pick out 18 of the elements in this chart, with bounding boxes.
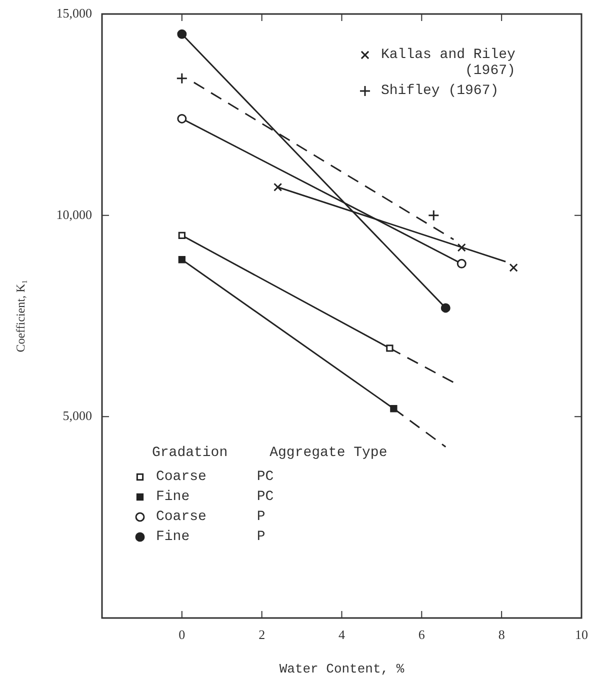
y-tick-label: 15,000 [56, 5, 92, 20]
x-axis-title: Water Content, % [279, 662, 404, 677]
x-tick-label: 6 [418, 627, 426, 642]
y-axis-title: Coefficient, K₁ [13, 280, 28, 352]
legend-label: Fine PC [156, 489, 274, 505]
y-tick-label: 10,000 [56, 206, 92, 222]
legend-label: Kallas and Riley (1967) [381, 47, 516, 79]
x-tick-label: 0 [178, 627, 186, 642]
legend-label: Fine P [156, 529, 266, 545]
x-tick-label: 4 [338, 627, 346, 642]
x-tick-label: 8 [498, 627, 505, 642]
x-tick-label: 10 [575, 627, 588, 642]
x-tick-label: 2 [258, 627, 266, 642]
legend-label: Shifley (1967) [381, 83, 499, 99]
y-tick-label: 5,000 [62, 408, 92, 424]
legend-label: Coarse P [156, 509, 266, 525]
legend-label: Coarse PC [156, 469, 274, 485]
legend-title: Gradation Aggregate Type [152, 445, 388, 461]
